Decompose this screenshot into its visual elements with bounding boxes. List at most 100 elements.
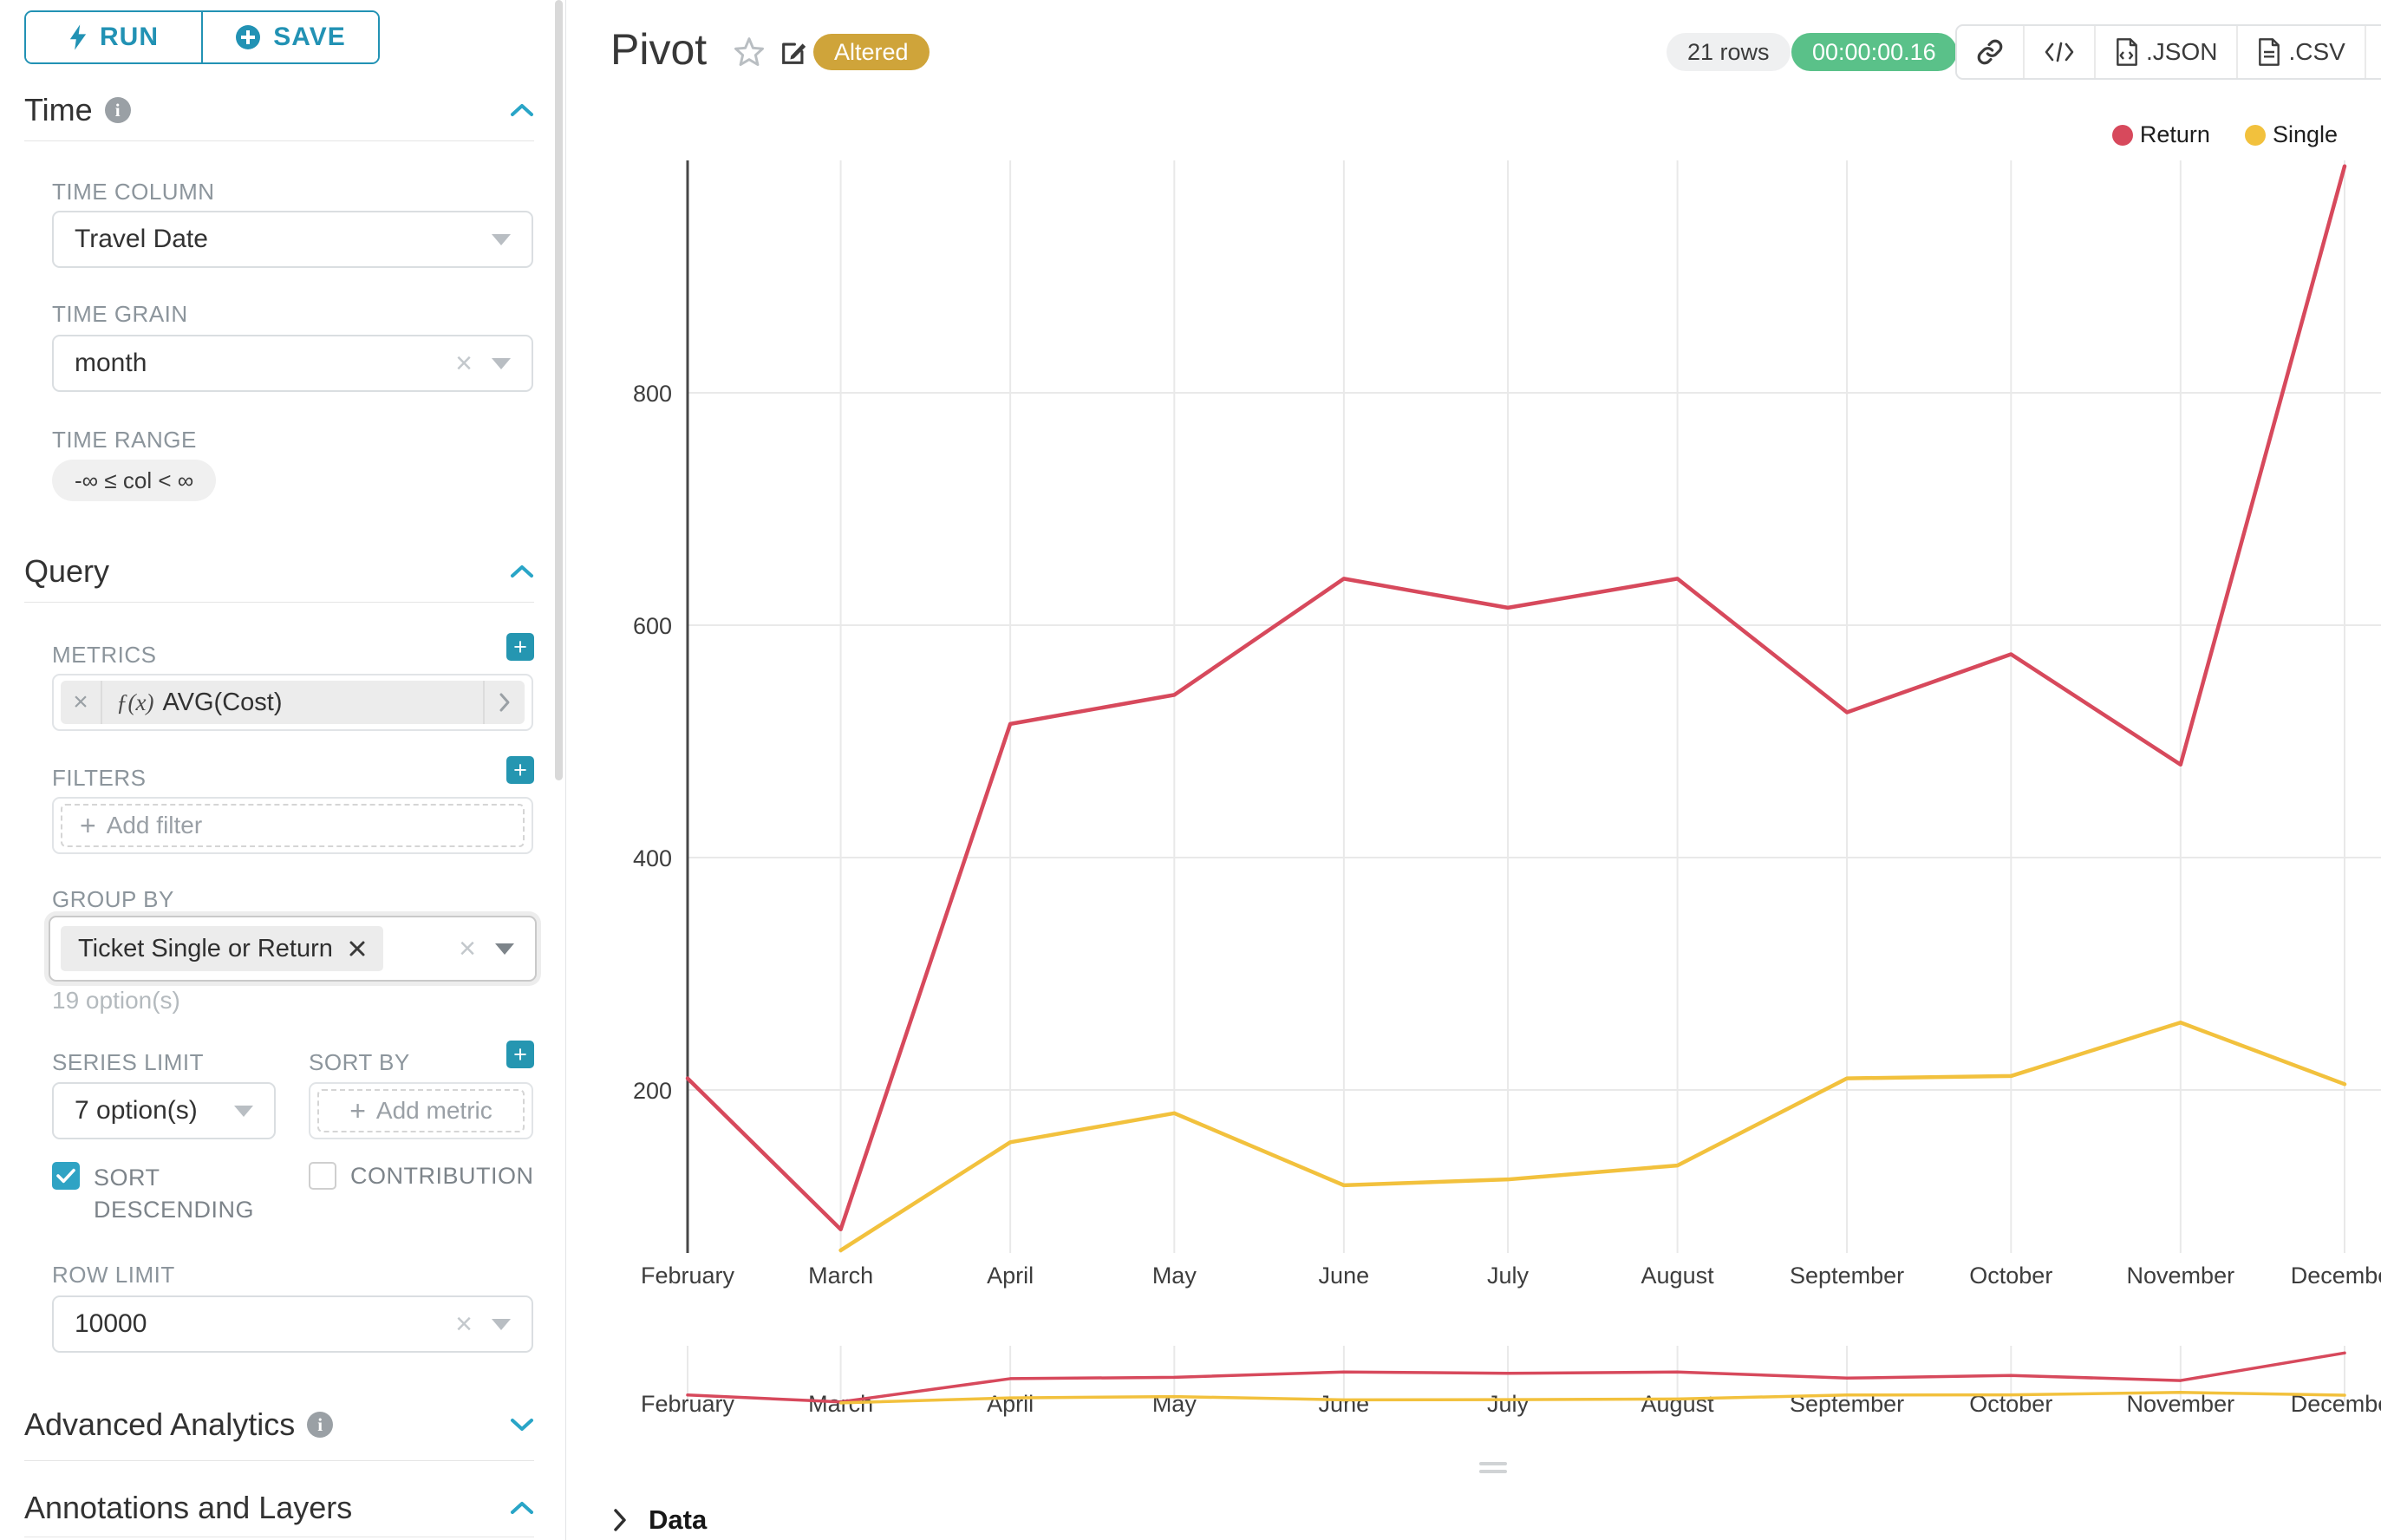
query-section-header[interactable]: Query (24, 553, 534, 590)
annotations-layers-title: Annotations and Layers (24, 1490, 353, 1525)
contribution-label: CONTRIBUTION (350, 1162, 534, 1189)
clear-icon[interactable]: × (455, 347, 473, 380)
svg-text:August: August (1641, 1391, 1715, 1417)
svg-text:February: February (641, 1263, 735, 1289)
chevron-down-icon (492, 233, 511, 245)
row-limit-label: ROW LIMIT (52, 1262, 175, 1288)
advanced-analytics-title: Advanced Analytics (24, 1406, 296, 1442)
row-limit-select[interactable]: 10000 × (52, 1295, 533, 1353)
contribution-control[interactable]: CONTRIBUTION (309, 1162, 534, 1190)
svg-text:200: 200 (633, 1078, 672, 1104)
metric-name: AVG(Cost) (162, 688, 283, 716)
time-column-label: TIME COLUMN (52, 179, 215, 205)
query-timer-badge: 00:00:00.16 (1791, 33, 1957, 71)
altered-badge[interactable]: Altered (813, 34, 930, 70)
svg-text:March: March (808, 1263, 873, 1289)
legend-label: Return (2139, 121, 2210, 147)
copy-link-button[interactable] (1957, 26, 2025, 78)
plus-circle-icon (236, 25, 261, 49)
time-column-select[interactable]: Travel Date (52, 211, 533, 268)
chevron-up-icon[interactable] (510, 564, 534, 579)
group-by-select[interactable]: Ticket Single or Return × (49, 916, 537, 982)
edit-icon[interactable] (779, 38, 808, 68)
add-metric-placeholder: Add metric (375, 1097, 493, 1124)
series-limit-select[interactable]: 7 option(s) (52, 1082, 276, 1139)
legend-swatch (2244, 124, 2266, 146)
chevron-up-icon[interactable] (510, 102, 534, 118)
info-icon: i (104, 97, 131, 123)
chevron-right-icon (614, 1509, 626, 1531)
chevron-down-icon (234, 1105, 253, 1117)
group-by-label: GROUP BY (52, 886, 174, 912)
sort-by-box: + Add metric (309, 1082, 533, 1139)
advanced-analytics-header[interactable]: Advanced Analytics i (24, 1406, 534, 1443)
contribution-checkbox[interactable] (309, 1162, 336, 1190)
add-metric-button[interactable]: + (506, 633, 534, 661)
add-filter-button[interactable]: + (506, 756, 534, 784)
svg-text:September: September (1790, 1263, 1904, 1289)
svg-text:April: April (987, 1391, 1034, 1417)
sort-descending-control[interactable]: SORT DESCENDING (52, 1162, 258, 1226)
time-range-pill[interactable]: -∞ ≤ col < ∞ (52, 460, 217, 501)
plus-icon: + (80, 809, 96, 841)
chevron-up-icon[interactable] (510, 1500, 534, 1516)
query-section-title: Query (24, 553, 110, 589)
plus-icon: + (349, 1094, 366, 1126)
data-panel-toggle[interactable]: Data (612, 1504, 707, 1536)
legend-label: Single (2272, 121, 2338, 147)
time-section-header[interactable]: Time i (24, 92, 534, 128)
group-by-chip[interactable]: Ticket Single or Return (61, 926, 383, 971)
svg-text:April: April (987, 1263, 1034, 1289)
export-csv-button[interactable]: .CSV (2238, 26, 2366, 78)
chip-label: Ticket Single or Return (78, 934, 333, 962)
run-label: RUN (100, 23, 159, 51)
time-range-label: TIME RANGE (52, 427, 197, 453)
sort-by-label: SORT BY (309, 1049, 410, 1075)
run-button[interactable]: RUN (26, 12, 203, 62)
expand-metric-icon[interactable] (483, 681, 525, 724)
svg-text:June: June (1319, 1263, 1370, 1289)
svg-text:July: July (1487, 1263, 1530, 1289)
annotations-layers-header[interactable]: Annotations and Layers (24, 1490, 534, 1526)
code-icon (2045, 42, 2074, 62)
metrics-box: × ƒ(x) AVG(Cost) (52, 674, 533, 731)
pane-divider[interactable] (565, 0, 566, 1540)
save-button[interactable]: SAVE (203, 12, 378, 62)
panel-resize-handle[interactable] (1479, 1462, 1507, 1473)
svg-text:June: June (1319, 1391, 1370, 1417)
metric-pill[interactable]: × ƒ(x) AVG(Cost) (61, 681, 525, 724)
metrics-label: METRICS (52, 642, 157, 668)
csv-file-icon (2259, 38, 2280, 66)
more-options-button[interactable] (2366, 26, 2381, 78)
add-filter-dropzone[interactable]: + Add filter (61, 804, 525, 847)
time-column-value: Travel Date (75, 225, 208, 253)
lightning-icon (69, 24, 87, 50)
time-grain-label: TIME GRAIN (52, 301, 188, 327)
chart-legend[interactable]: Return Single (2111, 121, 2338, 148)
row-count-label: 21 rows (1687, 38, 1770, 65)
add-sort-metric-button[interactable]: + (506, 1041, 534, 1068)
export-json-label: .JSON (2146, 38, 2218, 65)
sort-descending-checkbox[interactable] (52, 1162, 80, 1190)
series-limit-label: SERIES LIMIT (52, 1049, 205, 1075)
chart-actions-toolbar: .JSON .CSV (1955, 24, 2381, 80)
time-section-title: Time (24, 92, 93, 127)
sidebar-scrollbar[interactable] (555, 0, 563, 780)
add-metric-dropzone[interactable]: + Add metric (317, 1089, 525, 1132)
line-chart[interactable]: 200400600800FebruaryFebruaryMarchMarchAp… (555, 121, 2381, 1439)
chip-close-icon[interactable] (349, 940, 366, 957)
chevron-down-icon[interactable] (510, 1417, 534, 1432)
legend-item[interactable]: Return (2111, 121, 2210, 148)
data-panel-label: Data (649, 1504, 708, 1535)
remove-metric-icon[interactable]: × (61, 681, 102, 724)
chevron-down-icon[interactable] (495, 943, 514, 955)
clear-icon[interactable]: × (459, 932, 476, 965)
favorite-star-icon[interactable] (734, 36, 765, 66)
legend-item[interactable]: Single (2244, 121, 2338, 148)
svg-text:November: November (2127, 1263, 2235, 1289)
embed-code-button[interactable] (2025, 26, 2096, 78)
clear-icon[interactable]: × (455, 1308, 473, 1341)
time-grain-select[interactable]: month × (52, 335, 533, 392)
legend-swatch (2111, 124, 2133, 146)
export-json-button[interactable]: .JSON (2096, 26, 2239, 78)
